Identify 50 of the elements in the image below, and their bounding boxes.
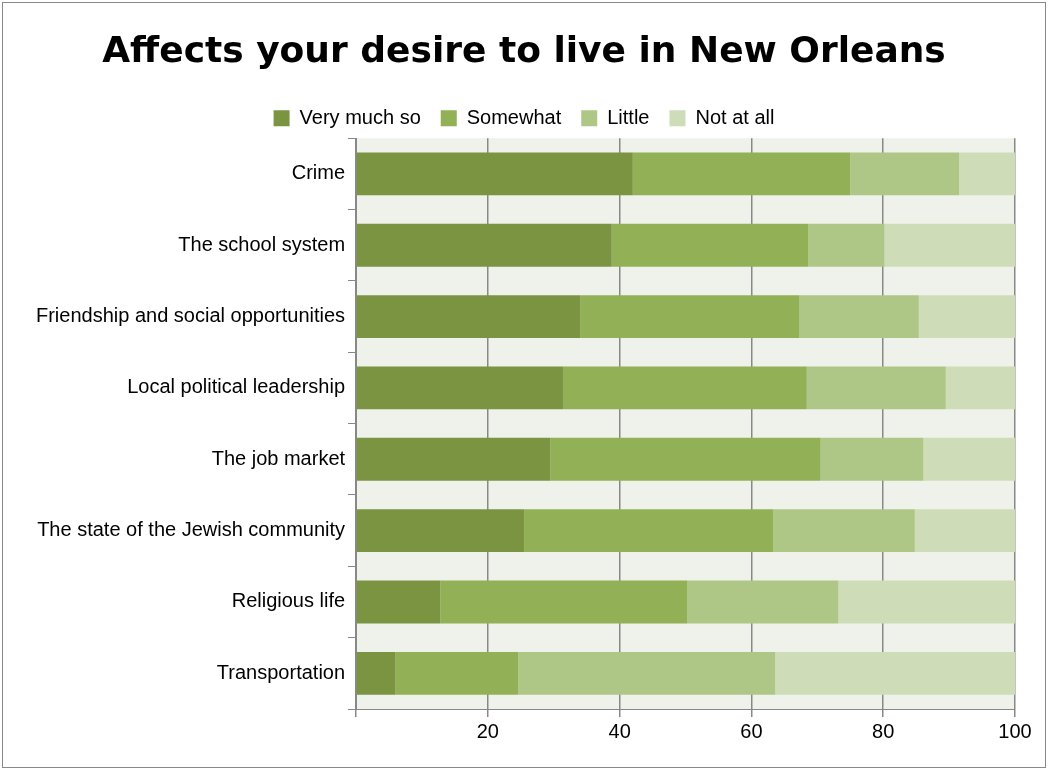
- x-tick-label: 80: [872, 719, 895, 742]
- chart-title: Affects your desire to live in New Orleans: [102, 28, 946, 70]
- x-tick-label: 20: [476, 719, 499, 742]
- y-tick-label: Transportation: [216, 660, 346, 683]
- bar: [356, 223, 612, 267]
- legend-label: Not at all: [695, 105, 775, 128]
- y-tick-label: Local political leadership: [127, 375, 346, 398]
- bar: [850, 152, 959, 196]
- bar: [395, 651, 519, 695]
- bar: [440, 580, 688, 624]
- legend-label: Little: [607, 105, 650, 128]
- bar: [773, 509, 915, 553]
- bar: [356, 651, 396, 695]
- y-tick-label: Religious life: [231, 589, 346, 612]
- y-tick-label: The school system: [178, 232, 346, 255]
- x-tick-label: 60: [740, 719, 763, 742]
- bar: [580, 295, 800, 338]
- y-tick-label: Friendship and social opportunities: [35, 304, 346, 327]
- bar: [632, 152, 851, 196]
- bar: [958, 152, 1015, 196]
- bar: [918, 295, 1015, 338]
- x-tick-label: 40: [608, 719, 631, 742]
- y-tick-label: The state of the Jewish community: [37, 518, 346, 541]
- bar: [356, 437, 551, 481]
- bar: [550, 437, 821, 481]
- bar: [808, 223, 885, 267]
- y-tick-label: The job market: [211, 446, 346, 469]
- bar: [799, 295, 919, 338]
- bar: [806, 366, 946, 410]
- legend-label: Somewhat: [466, 105, 562, 128]
- bar: [524, 509, 774, 553]
- bar: [356, 580, 441, 624]
- bar: [562, 366, 807, 410]
- bar: [356, 295, 581, 338]
- bar: [884, 223, 1015, 267]
- bar: [820, 437, 924, 481]
- legend-label: Very much so: [299, 105, 421, 128]
- x-tick-label: 100: [998, 719, 1032, 742]
- bar: [687, 580, 839, 624]
- bar: [775, 651, 1015, 695]
- bar: [356, 366, 563, 410]
- y-tick-label: Crime: [291, 161, 346, 184]
- bar: [945, 366, 1015, 410]
- bar: [914, 509, 1015, 553]
- bar: [356, 509, 525, 553]
- bar: [356, 152, 633, 196]
- bar: [923, 437, 1015, 481]
- bar: [611, 223, 809, 267]
- bar: [518, 651, 776, 695]
- bar: [838, 580, 1015, 624]
